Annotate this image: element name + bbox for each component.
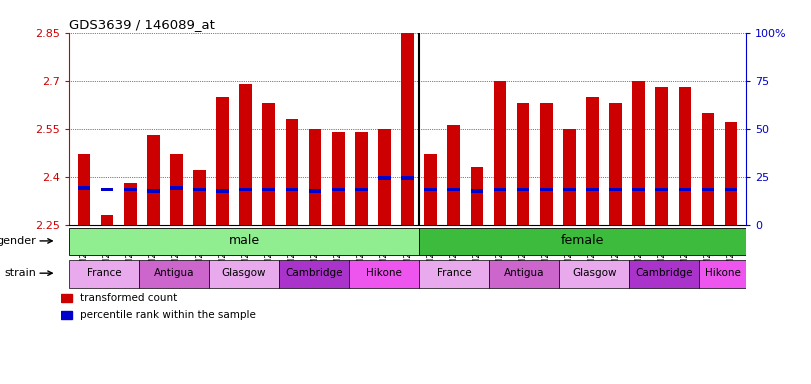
Bar (355, 187, 367, 191)
Text: Cambridge: Cambridge (636, 268, 693, 278)
Text: Antigua: Antigua (504, 268, 544, 278)
Bar (309, 189, 321, 193)
Bar (378, 176, 391, 180)
Bar (702, 187, 714, 191)
Text: France: France (87, 268, 122, 278)
Bar (540, 187, 552, 191)
Bar (263, 103, 275, 225)
Bar (124, 183, 136, 225)
Text: Cambridge: Cambridge (285, 268, 343, 278)
Bar (699, 260, 746, 288)
Bar (448, 187, 460, 191)
Bar (139, 260, 209, 288)
Text: gender: gender (0, 236, 36, 246)
Bar (586, 97, 599, 225)
Bar (563, 129, 576, 225)
Text: strain: strain (4, 268, 36, 278)
Bar (725, 187, 737, 191)
Bar (170, 154, 182, 225)
Text: Antigua: Antigua (154, 268, 195, 278)
Bar (424, 154, 437, 225)
Bar (78, 154, 90, 225)
Bar (702, 113, 714, 225)
Bar (193, 170, 206, 225)
Bar (61, 311, 71, 319)
Bar (489, 260, 560, 288)
Bar (332, 187, 345, 191)
Bar (309, 129, 321, 225)
Bar (285, 187, 298, 191)
Bar (679, 87, 691, 225)
Bar (655, 87, 668, 225)
Bar (470, 167, 483, 225)
Bar (633, 81, 645, 225)
Bar (725, 122, 737, 225)
Bar (263, 187, 275, 191)
Bar (586, 187, 599, 191)
Bar (147, 189, 160, 193)
Bar (350, 260, 419, 288)
Bar (101, 187, 114, 191)
Bar (69, 260, 139, 288)
Bar (470, 189, 483, 193)
Bar (285, 119, 298, 225)
Bar (419, 228, 746, 255)
Text: Glasgow: Glasgow (222, 268, 266, 278)
Bar (448, 126, 460, 225)
Bar (517, 103, 530, 225)
Text: GDS3639 / 146089_at: GDS3639 / 146089_at (69, 18, 215, 31)
Bar (419, 260, 489, 288)
Text: transformed count: transformed count (79, 293, 177, 303)
Text: percentile rank within the sample: percentile rank within the sample (79, 310, 255, 320)
Bar (609, 187, 622, 191)
Bar (401, 176, 414, 180)
Bar (378, 129, 391, 225)
Bar (355, 132, 367, 225)
Text: female: female (561, 234, 604, 247)
Text: male: male (229, 234, 260, 247)
Text: Hikone: Hikone (367, 268, 402, 278)
Bar (609, 103, 622, 225)
Bar (679, 187, 691, 191)
Bar (424, 187, 437, 191)
Bar (170, 186, 182, 190)
Bar (69, 228, 419, 255)
Bar (517, 187, 530, 191)
Bar (61, 295, 71, 303)
Bar (332, 132, 345, 225)
Bar (101, 215, 114, 225)
Bar (494, 81, 506, 225)
Bar (563, 187, 576, 191)
Bar (217, 97, 229, 225)
Bar (239, 187, 252, 191)
Bar (494, 187, 506, 191)
Bar (655, 187, 668, 191)
Bar (401, 33, 414, 225)
Bar (279, 260, 350, 288)
Bar (540, 103, 552, 225)
Bar (78, 186, 90, 190)
Bar (560, 260, 629, 288)
Bar (633, 187, 645, 191)
Bar (239, 84, 252, 225)
Bar (147, 135, 160, 225)
Text: France: France (437, 268, 471, 278)
Bar (629, 260, 699, 288)
Bar (193, 187, 206, 191)
Bar (217, 189, 229, 193)
Text: Hikone: Hikone (705, 268, 740, 278)
Text: Glasgow: Glasgow (572, 268, 616, 278)
Bar (124, 187, 136, 191)
Bar (209, 260, 279, 288)
